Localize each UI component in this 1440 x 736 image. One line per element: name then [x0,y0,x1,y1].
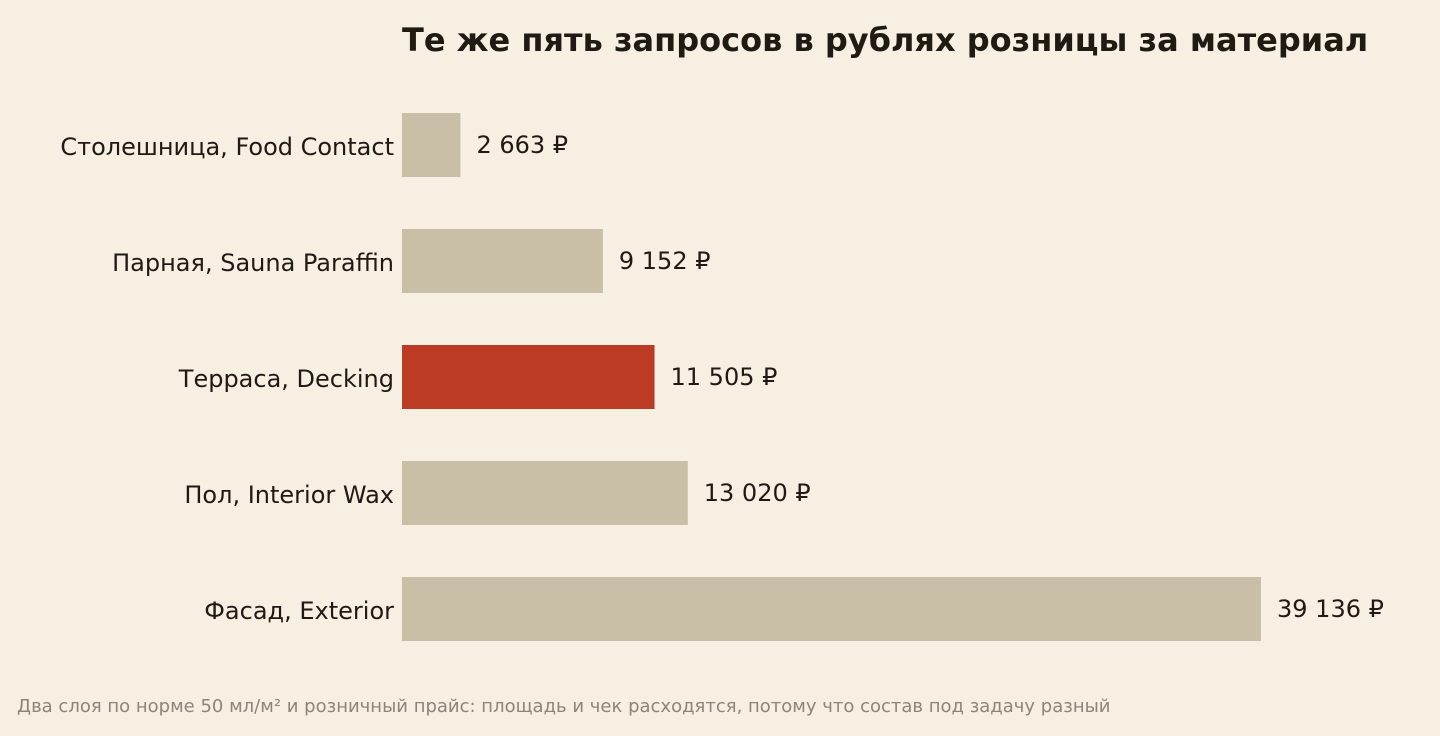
value-label: 13 020 ₽ [704,479,811,507]
chart-title: Те же пять запросов в рублях розницы за … [402,21,1368,59]
bar [402,229,603,293]
value-label: 39 136 ₽ [1277,595,1384,623]
bar [402,345,655,409]
value-label: 11 505 ₽ [671,363,778,391]
bar [402,577,1261,641]
category-label: Фасад, Exterior [204,597,394,625]
category-label: Столешница, Food Contact [60,133,394,161]
bar [402,461,688,525]
category-label: Парная, Sauna Paraffin [112,249,394,277]
bars-group: Столешница, Food Contact 2 663 ₽ Парная, S… [60,113,1384,641]
category-label: Пол, Interior Wax [184,481,394,509]
chart-footnote: Два слоя по норме 50 мл/м² и розничный п… [17,696,1111,717]
category-label: Терраса, Decking [178,365,394,393]
value-label: 2 663 ₽ [476,131,568,159]
bar [402,113,461,177]
value-label: 9 152 ₽ [619,247,711,275]
